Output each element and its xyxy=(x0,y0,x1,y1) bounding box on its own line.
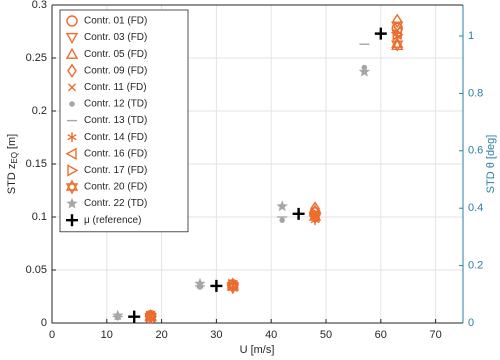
legend-box xyxy=(59,9,189,233)
y-tick-label: 0.1 xyxy=(32,211,47,223)
y-tick-label: 0.15 xyxy=(26,158,47,170)
y-tick-label: 0.25 xyxy=(26,52,47,64)
y-axis-label: STD zEQ [m] xyxy=(6,134,19,194)
marker xyxy=(65,47,79,59)
axes-frame xyxy=(51,5,463,324)
x-tick-label: 20 xyxy=(155,329,167,341)
x-tick-label: 10 xyxy=(101,329,113,341)
marker xyxy=(67,164,79,177)
marker xyxy=(69,101,75,107)
y2-tick-label: 0.4 xyxy=(468,202,483,214)
legend-label: Contr. 12 (TD) xyxy=(84,99,147,110)
marker xyxy=(391,21,404,33)
marker xyxy=(144,309,157,325)
marker xyxy=(391,36,404,52)
marker xyxy=(374,27,387,40)
marker xyxy=(112,309,124,321)
legend-label: Contr. 11 (FD) xyxy=(84,82,147,93)
legend-label: Contr. 20 (FD) xyxy=(84,182,147,193)
x-tick-label: 0 xyxy=(49,329,55,341)
marker xyxy=(66,15,78,27)
y-label-unit: [m] xyxy=(6,134,18,149)
x-tick-label: 70 xyxy=(429,329,441,341)
marker xyxy=(66,197,78,209)
y-tick-label: 0.05 xyxy=(26,264,47,276)
legend-label: Contr. 22 (TD) xyxy=(84,198,147,209)
marker xyxy=(210,279,223,292)
marker xyxy=(67,63,77,79)
legend-label: Contr. 14 (FD) xyxy=(84,132,147,143)
y-tick-label: 0 xyxy=(41,317,47,329)
y2-axis-label: STD θ [deg] xyxy=(485,135,497,194)
marker xyxy=(67,132,77,143)
x-tick-label: 40 xyxy=(265,329,277,341)
marker xyxy=(128,310,141,323)
marker xyxy=(358,65,371,77)
y-tick-label: 0.2 xyxy=(32,105,47,117)
legend-label: μ (reference) xyxy=(84,215,141,226)
legend-label: Contr. 01 (FD) xyxy=(84,16,147,27)
y-tick-label: 0.3 xyxy=(32,0,47,11)
legend-label: Contr. 17 (FD) xyxy=(84,165,147,176)
marker xyxy=(308,209,322,225)
marker xyxy=(279,217,285,223)
marker xyxy=(66,214,78,227)
y2-tick-label: 0.8 xyxy=(468,87,483,99)
legend-label: Contr. 03 (FD) xyxy=(84,32,147,43)
x-tick-label: 60 xyxy=(375,329,387,341)
marker xyxy=(65,147,77,160)
marker xyxy=(276,200,288,212)
y2-tick-label: 0.6 xyxy=(468,145,483,157)
legend-label: Contr. 16 (FD) xyxy=(84,148,147,159)
y2-tick-label: 0 xyxy=(468,317,474,329)
marker xyxy=(68,83,76,92)
y2-tick-label: 0.2 xyxy=(468,260,483,272)
marker xyxy=(392,13,403,29)
marker xyxy=(292,207,305,220)
x-axis-label: U [m/s] xyxy=(240,344,275,356)
y2-tick-label: 1 xyxy=(468,30,474,42)
marker xyxy=(226,279,240,295)
marker xyxy=(194,277,206,289)
legend-label: Contr. 05 (FD) xyxy=(84,49,147,60)
marker xyxy=(65,32,79,45)
y-label-main: STD z xyxy=(6,164,18,195)
marker xyxy=(390,26,402,39)
marker xyxy=(65,179,79,195)
x-tick-label: 50 xyxy=(320,329,332,341)
x-tick-label: 30 xyxy=(210,329,222,341)
y-label-sub: EQ xyxy=(10,152,19,164)
legend-label: Contr. 09 (FD) xyxy=(84,65,147,76)
legend-label: Contr. 13 (TD) xyxy=(84,115,147,126)
marker xyxy=(392,28,404,41)
